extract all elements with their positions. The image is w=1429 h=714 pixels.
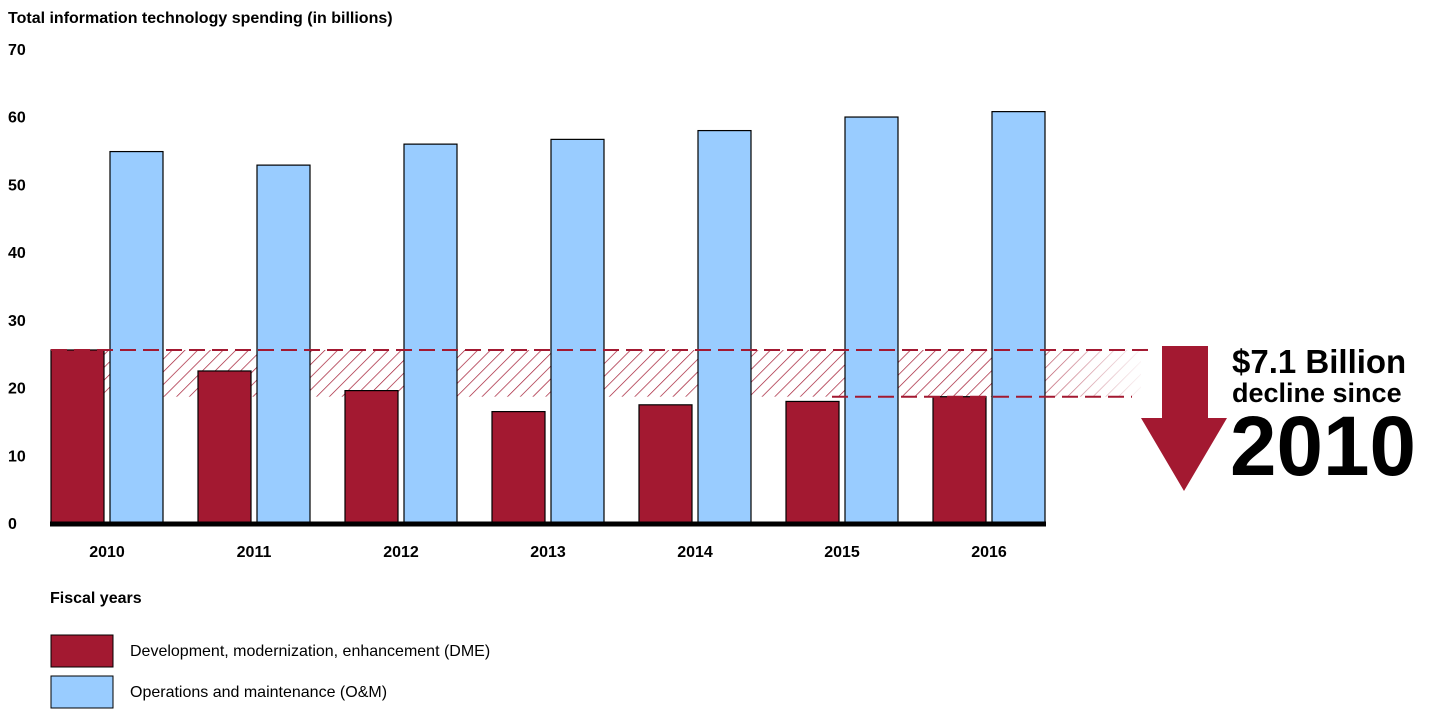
bar-om <box>697 129 752 525</box>
bar-dme <box>344 390 399 525</box>
bar-om <box>403 143 458 525</box>
x-tick-label: 2015 <box>824 544 860 561</box>
bar-om <box>109 150 164 525</box>
y-tick-label: 10 <box>8 448 26 465</box>
bar-dme <box>491 410 546 525</box>
bar-dme <box>638 404 693 525</box>
bar-dme <box>197 370 252 525</box>
y-tick-label: 20 <box>8 381 26 398</box>
annotation-text: decline since <box>1232 378 1402 408</box>
reference-lines <box>51 109 1152 398</box>
x-tick-label: 2016 <box>971 544 1007 561</box>
y-tick-label: 50 <box>8 177 26 194</box>
bar-om <box>256 164 311 525</box>
bar-om <box>991 111 1046 525</box>
bar-dme <box>50 349 105 525</box>
y-tick-label: 60 <box>8 110 26 127</box>
annotation-year: 2010 <box>1230 399 1416 493</box>
legend-label-dme: Development, modernization, enhancement … <box>130 643 490 660</box>
y-tick-label: 40 <box>8 245 26 262</box>
x-tick-label: 2011 <box>237 544 272 561</box>
x-tick-label: 2010 <box>89 544 125 561</box>
y-tick-label: 70 <box>8 42 26 59</box>
legend-swatch-dme <box>50 634 114 668</box>
x-axis-ticks: 2010 2011 2012 2013 2014 2015 2016 <box>89 544 1007 561</box>
legend-label-om: Operations and maintenance (O&M) <box>130 684 387 701</box>
legend-swatch-om <box>50 675 114 709</box>
x-tick-label: 2014 <box>677 544 713 561</box>
bar-om <box>550 138 605 525</box>
chart-title: Total information technology spending (i… <box>8 10 393 27</box>
y-tick-label: 0 <box>8 516 17 533</box>
legend: Development, modernization, enhancement … <box>50 634 490 709</box>
annotation-amount: $7.1 Billion <box>1232 343 1406 380</box>
y-axis-ticks: 0 10 20 30 40 50 60 70 <box>8 42 26 533</box>
x-tick-label: 2012 <box>383 544 419 561</box>
y-tick-label: 30 <box>8 313 26 330</box>
x-axis-label: Fiscal years <box>50 590 142 607</box>
decline-annotation: $7.1 Billion decline since 2010 <box>1141 343 1416 493</box>
x-tick-label: 2013 <box>530 544 566 561</box>
bar-dme <box>932 396 987 525</box>
bar-dme <box>785 400 840 525</box>
bars <box>50 111 1046 525</box>
bar-om <box>844 116 899 525</box>
down-arrow-icon <box>1141 346 1227 491</box>
